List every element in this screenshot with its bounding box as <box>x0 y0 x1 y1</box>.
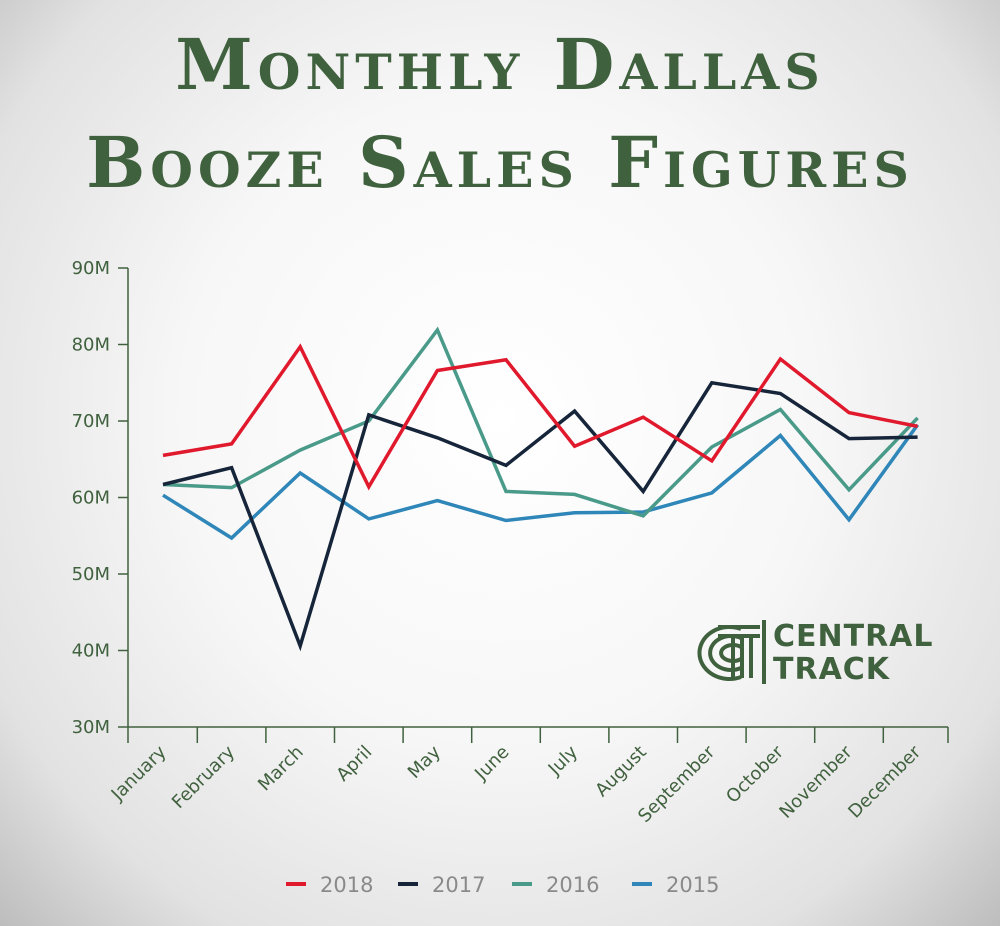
x-tick-label: July <box>544 741 583 780</box>
x-tick-label: December <box>844 741 925 822</box>
series-line-2016 <box>162 326 919 518</box>
legend-label-2016: 2016 <box>546 873 599 897</box>
x-tick-label: January <box>107 741 171 805</box>
legend-label-2017: 2017 <box>432 873 485 897</box>
series-line-2018 <box>162 343 918 491</box>
y-tick-label: 50M <box>72 564 110 585</box>
brand-text-line-1: CENTRAL <box>773 619 934 654</box>
x-tick-label: March <box>254 742 308 796</box>
series-line-2015 <box>162 423 920 541</box>
y-tick-label: 40M <box>72 641 110 662</box>
x-tick-label: April <box>332 742 376 786</box>
brand-text-line-2: TRACK <box>773 652 891 687</box>
x-tick-label: November <box>775 741 856 822</box>
legend: 2018 2017 2016 2015 <box>286 873 719 897</box>
ct-logo-icon <box>697 620 766 684</box>
y-tick-label: 30M <box>72 717 110 738</box>
x-tick-label: February <box>168 741 239 812</box>
y-tick-label: 70M <box>72 411 110 432</box>
y-tick-label: 90M <box>72 258 110 279</box>
chart-title-line-1: Monthly Dallas <box>175 23 825 106</box>
x-tick-label: August <box>591 742 650 801</box>
y-tick-label: 80M <box>72 335 110 356</box>
chart-title-line-2: Booze Sales Figures <box>86 121 914 204</box>
x-tick-label: May <box>404 741 445 782</box>
x-tick-label: October <box>722 741 788 807</box>
legend-label-2018: 2018 <box>320 873 373 897</box>
series-lines <box>162 326 920 652</box>
y-tick-label: 60M <box>72 488 110 509</box>
legend-label-2015: 2015 <box>666 873 719 897</box>
x-tick-label: June <box>470 742 513 785</box>
series-line-2017 <box>162 380 918 652</box>
central-track-logo: CENTRAL TRACK <box>697 619 934 687</box>
